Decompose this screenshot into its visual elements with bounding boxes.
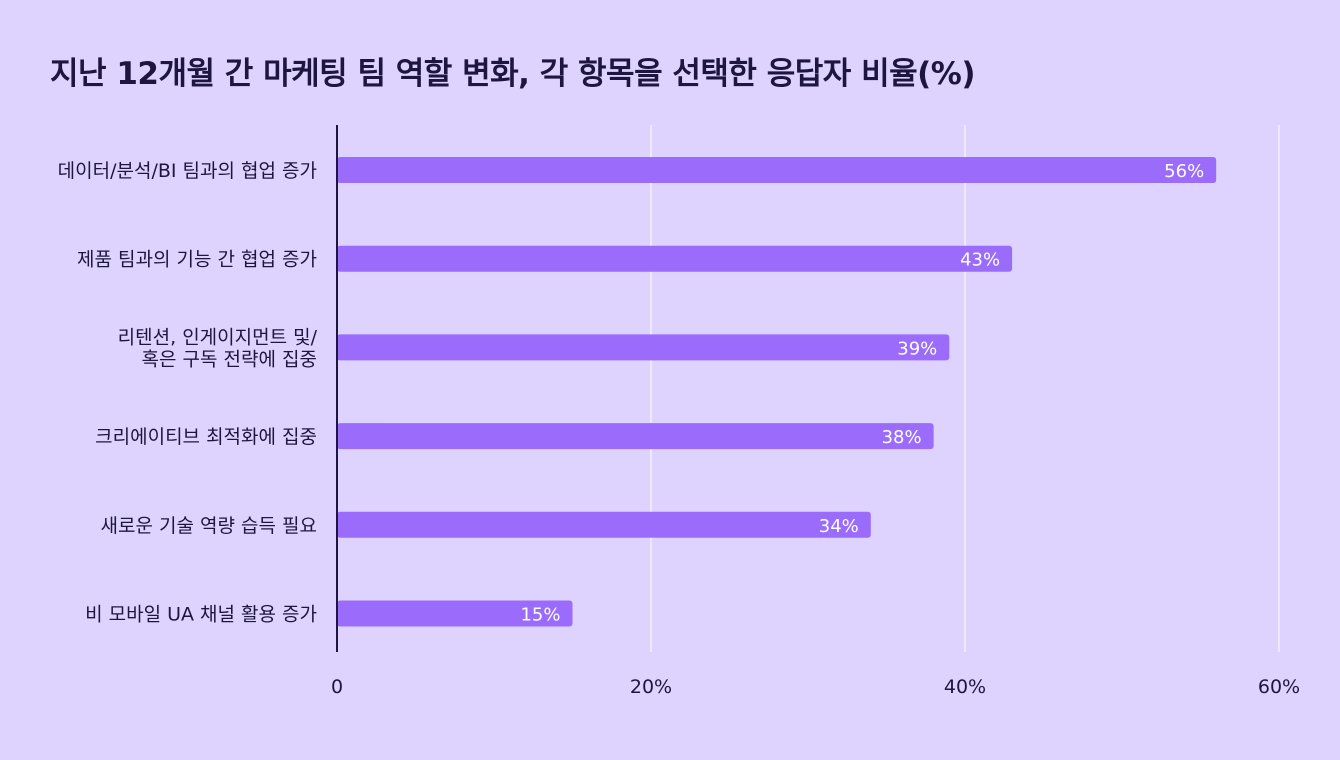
x-tick-label-0: 0 [331, 676, 343, 698]
category-label-5: 비 모바일 UA 채널 활용 증가 [85, 604, 317, 626]
bar-4 [337, 511, 871, 538]
category-label-4: 새로운 기술 역량 습득 필요 [101, 515, 317, 537]
bar-5 [337, 600, 573, 627]
value-label-3: 38% [882, 427, 922, 448]
value-label-4: 34% [819, 516, 859, 537]
bar-3 [337, 423, 934, 450]
bar-2 [337, 334, 950, 361]
value-label-5: 15% [520, 605, 560, 626]
category-label-2: 리텐션, 인게이지먼트 및/혹은 구독 전략에 집중 [118, 326, 318, 370]
x-tick-label-2: 40% [944, 676, 986, 698]
bar-1 [337, 245, 1013, 272]
category-label-1: 제품 팀과의 기능 간 협업 증가 [77, 249, 317, 271]
x-tick-label-1: 20% [630, 676, 672, 698]
value-label-2: 39% [897, 338, 937, 359]
x-tick-label-3: 60% [1258, 676, 1300, 698]
value-label-0: 56% [1164, 161, 1204, 182]
value-label-1: 43% [960, 250, 1000, 271]
category-label-3: 크리에이티브 최적화에 집중 [95, 426, 317, 448]
category-label-0: 데이터/분석/BI 팀과의 협업 증가 [58, 160, 317, 182]
chart-title: 지난 12개월 간 마케팅 팀 역할 변화, 각 항목을 선택한 응답자 비율(… [50, 56, 976, 92]
bar-0 [337, 157, 1217, 183]
